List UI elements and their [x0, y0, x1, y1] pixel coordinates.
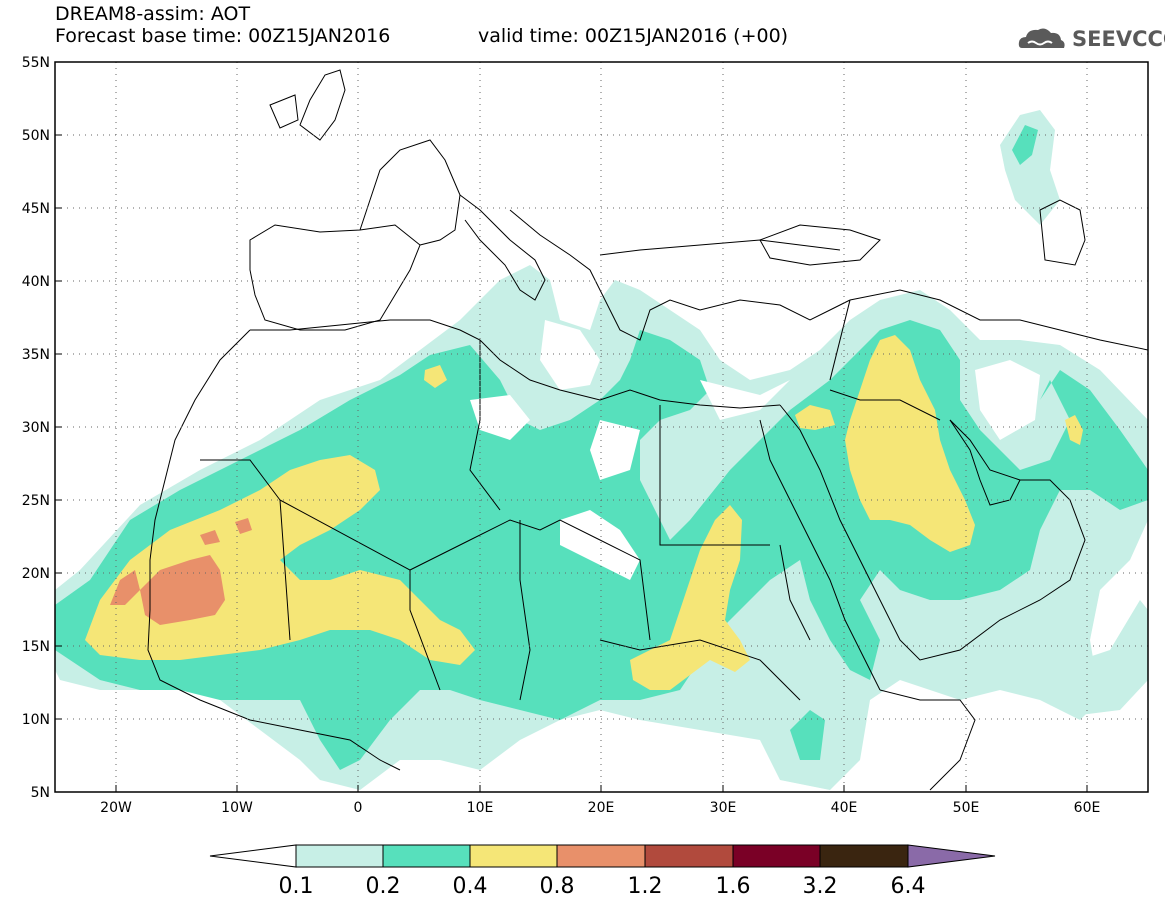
colorbar-swatch-0-1	[295, 844, 384, 868]
colorbar-label-0-2: 0.2	[366, 874, 401, 899]
colorbar-label-0-8: 0.8	[540, 874, 575, 899]
colorbar-swatch-1-2	[644, 844, 734, 868]
lat-label-25n: 25N	[22, 493, 50, 509]
lat-label-20n: 20N	[22, 566, 50, 582]
lat-label-35n: 35N	[22, 347, 50, 363]
lat-label-10n: 10N	[22, 712, 50, 728]
seevccc-logo	[1018, 28, 1065, 48]
aot-layer-0-8	[110, 518, 252, 625]
lon-axis: 20W 10W 0 10E 20E 30E 40E 50E 60E	[100, 785, 1100, 816]
lon-label-10w: 10W	[221, 800, 253, 816]
colorbar-swatch-0-8	[556, 844, 646, 868]
colorbar-label-0-1: 0.1	[279, 874, 314, 899]
valid-time: valid time: 00Z15JAN2016 (+00)	[478, 25, 789, 47]
lon-label-30e: 30E	[710, 800, 737, 816]
lat-axis: 5N 10N 15N 20N 25N 30N 35N 40N 45N 50N 5…	[22, 55, 62, 801]
colorbar-label-0-4: 0.4	[453, 874, 488, 899]
forecast-base-time: Forecast base time: 00Z15JAN2016	[55, 25, 391, 47]
lon-label-10e: 10E	[467, 800, 494, 816]
lon-label-20e: 20E	[588, 800, 615, 816]
lon-label-0: 0	[354, 800, 363, 816]
graticule	[55, 62, 1148, 792]
colorbar	[209, 844, 996, 868]
logo-text: SEEVCCC	[1072, 27, 1165, 51]
colorbar-label-3-2: 3.2	[803, 874, 838, 899]
lat-label-30n: 30N	[22, 420, 50, 436]
colorbar-swatch-0-2	[382, 844, 471, 868]
colorbar-under-arrow	[209, 844, 297, 868]
colorbar-swatch-1-6	[732, 844, 821, 868]
lat-label-55n: 55N	[22, 55, 50, 71]
colorbar-label-6-4: 6.4	[891, 874, 926, 899]
lat-label-45n: 45N	[22, 201, 50, 217]
map-title: DREAM8-assim: AOT	[55, 3, 251, 25]
lon-label-40e: 40E	[831, 800, 858, 816]
lon-label-60e: 60E	[1074, 800, 1101, 816]
colorbar-swatch-3-2	[819, 844, 909, 868]
lon-label-20w: 20W	[100, 800, 132, 816]
colorbar-over-arrow	[907, 844, 996, 868]
lat-label-5n: 5N	[31, 785, 50, 801]
coastlines-borders	[147, 69, 1148, 791]
colorbar-swatch-0-4	[469, 844, 558, 868]
colorbar-label-1-2: 1.2	[628, 874, 663, 899]
lat-label-50n: 50N	[22, 128, 50, 144]
lon-label-50e: 50E	[953, 800, 980, 816]
lat-label-15n: 15N	[22, 639, 50, 655]
colorbar-labels: 0.1 0.2 0.4 0.8 1.2 1.6 3.2 6.4	[279, 874, 926, 899]
colorbar-label-1-6: 1.6	[716, 874, 751, 899]
lat-label-40n: 40N	[22, 274, 50, 290]
